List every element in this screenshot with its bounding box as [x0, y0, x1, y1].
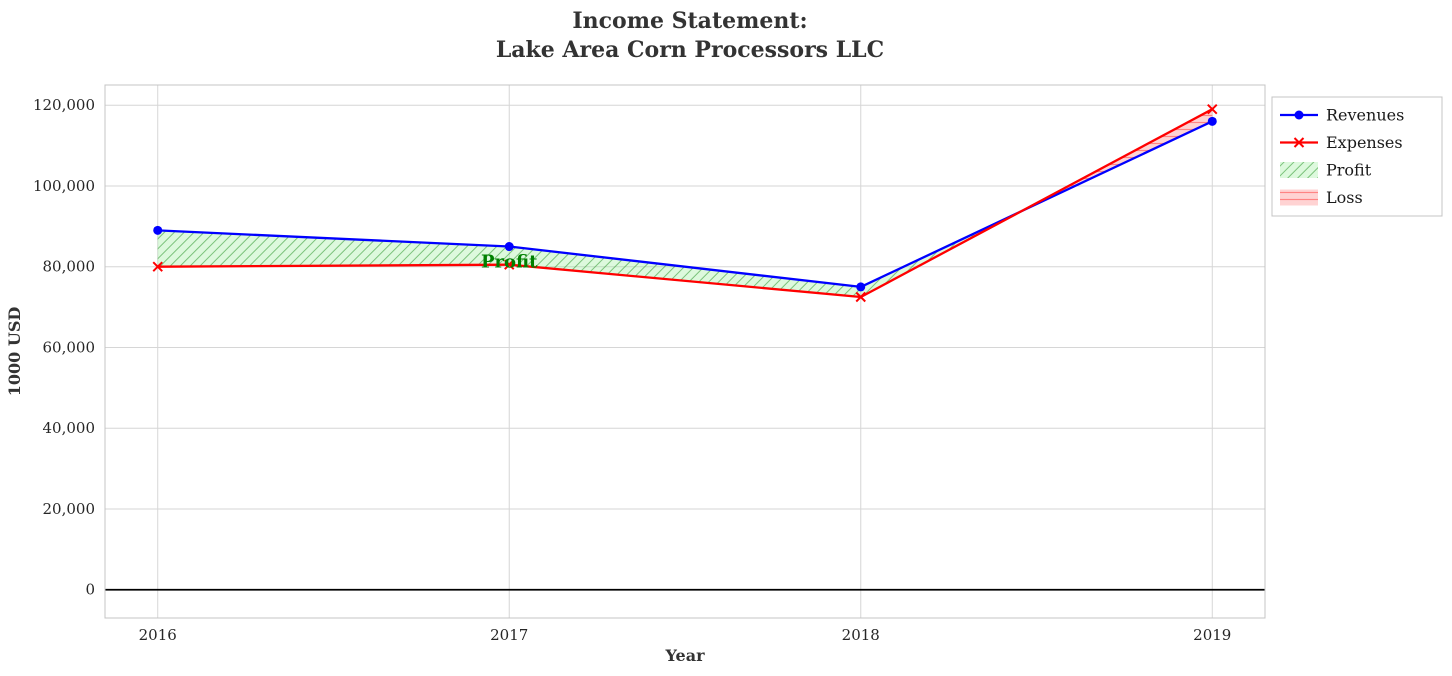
legend-label: Loss: [1326, 188, 1363, 207]
y-tick-label: 100,000: [33, 177, 95, 195]
legend-item-expenses: Expenses: [1280, 133, 1403, 152]
expenses-line: [157, 108, 1213, 299]
x-axis-label: Year: [664, 646, 705, 665]
legend-patch-sample: [1280, 189, 1318, 206]
expenses-marker: [504, 259, 515, 270]
chart-title-line1: Income Statement:: [572, 8, 808, 34]
legend-item-profit: Profit: [1280, 161, 1372, 180]
y-axis-label: 1000 USD: [5, 307, 24, 397]
y-tick-label: 0: [85, 581, 95, 599]
y-tick-label: 60,000: [43, 338, 96, 356]
legend-label: Profit: [1326, 161, 1372, 180]
expenses-marker: [855, 291, 866, 303]
expenses-series: [152, 104, 1218, 303]
profit-annotation: Profit: [481, 252, 538, 273]
y-tick-label: 80,000: [43, 258, 96, 276]
x-tick-label: 2018: [842, 626, 880, 644]
y-tick-label: 20,000: [43, 500, 96, 518]
legend-marker: [1294, 110, 1304, 120]
x-axis-tick-labels: 2016 2017 2018 2019: [139, 626, 1232, 644]
legend-label: Expenses: [1326, 133, 1403, 152]
revenues-marker: [856, 282, 866, 292]
chart-title-line2: Lake Area Corn Processors LLC: [495, 37, 885, 64]
legend: Revenues Expenses Profit Loss: [1271, 96, 1443, 217]
legend-patch-sample: [1280, 162, 1318, 178]
x-tick-label: 2017: [490, 626, 528, 644]
revenues-marker: [1207, 116, 1217, 126]
y-axis-tick-labels: 0 20,000 40,000 60,000 80,000 100,000 120,000: [33, 96, 95, 599]
plot-area: [105, 85, 1265, 618]
plot-border: [104, 84, 1266, 619]
revenues-marker: [153, 225, 163, 235]
expenses-marker: [1207, 104, 1218, 115]
legend-item-loss: Loss: [1280, 188, 1363, 207]
revenues-marker: [504, 242, 514, 252]
y-tick-label: 120,000: [33, 96, 95, 114]
legend-label: Revenues: [1326, 106, 1404, 125]
x-tick-label: 2019: [1193, 626, 1231, 644]
y-tick-label: 40,000: [43, 419, 96, 437]
expenses-marker: [152, 261, 163, 272]
legend-item-revenues: Revenues: [1280, 106, 1404, 125]
profit-fill: [157, 211, 1021, 297]
chart-title: Income Statement: Lake Area Corn Process…: [0, 7, 1380, 65]
x-tick-label: 2016: [139, 626, 177, 644]
legend-marker: [1293, 137, 1305, 148]
